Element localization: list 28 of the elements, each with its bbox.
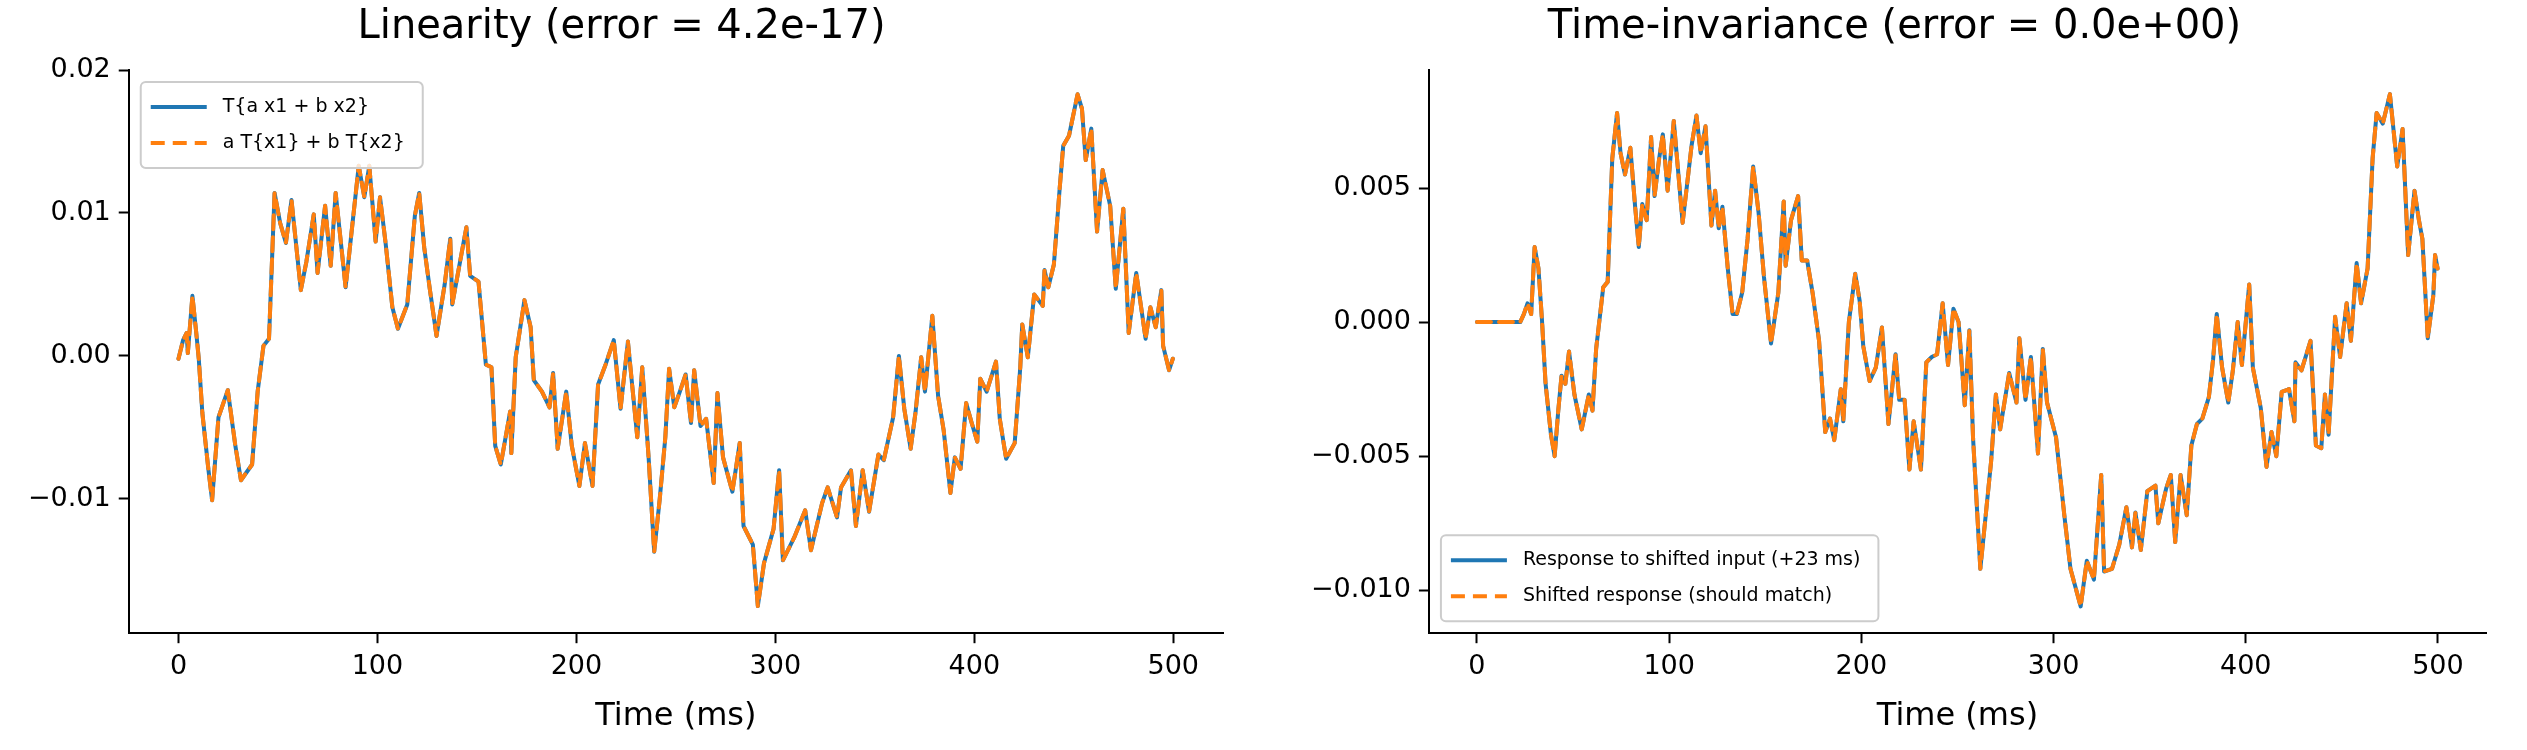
- y-tick-label: −0.010: [1311, 572, 1411, 604]
- chart-title: Linearity (error = 4.2e-17): [357, 1, 886, 48]
- y-tick-label: 0.01: [50, 194, 111, 226]
- legend-label: Response to shifted input (+23 ms): [1522, 547, 1861, 570]
- legend-label: a T{x1} + b T{x2}: [222, 129, 405, 152]
- x-tick-label: 200: [1835, 649, 1888, 681]
- x-tick-label: 0: [1468, 649, 1486, 681]
- y-tick-label: 0.00: [50, 337, 111, 369]
- y-tick-label: 0.02: [50, 52, 111, 84]
- x-tick-label: 500: [1147, 649, 1200, 681]
- x-axis-title: Time (ms): [594, 695, 757, 734]
- y-tick-label: −0.01: [27, 480, 111, 512]
- x-tick-label: 500: [2412, 649, 2464, 681]
- x-tick-label: 100: [1643, 649, 1695, 681]
- x-tick-label: 300: [749, 649, 802, 681]
- x-tick-label: 400: [2219, 649, 2272, 681]
- x-tick-label: 400: [948, 649, 1001, 681]
- x-tick-label: 200: [550, 649, 603, 681]
- x-tick-label: 0: [169, 649, 188, 681]
- y-tick-label: 0.000: [1333, 304, 1411, 336]
- y-tick-label: −0.005: [1311, 438, 1411, 470]
- x-tick-label: 300: [2027, 649, 2080, 681]
- x-tick-label: 100: [351, 649, 404, 681]
- x-axis-title: Time (ms): [1875, 695, 2039, 734]
- legend-label: T{a x1 + b x2}: [221, 93, 369, 116]
- chart-title: Time-invariance (error = 0.0e+00): [1546, 1, 2242, 48]
- legend-label: Shifted response (should match): [1522, 583, 1833, 606]
- y-tick-label: 0.005: [1333, 170, 1411, 202]
